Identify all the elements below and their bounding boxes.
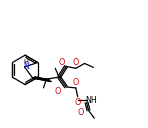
Text: O: O	[75, 98, 81, 107]
Text: O: O	[55, 87, 61, 96]
Text: H: H	[24, 59, 28, 65]
Text: O: O	[73, 58, 79, 67]
Text: O: O	[73, 78, 79, 87]
Text: O: O	[59, 58, 65, 67]
Text: O: O	[78, 108, 84, 117]
Text: NH: NH	[86, 96, 97, 105]
Text: N: N	[24, 62, 29, 71]
